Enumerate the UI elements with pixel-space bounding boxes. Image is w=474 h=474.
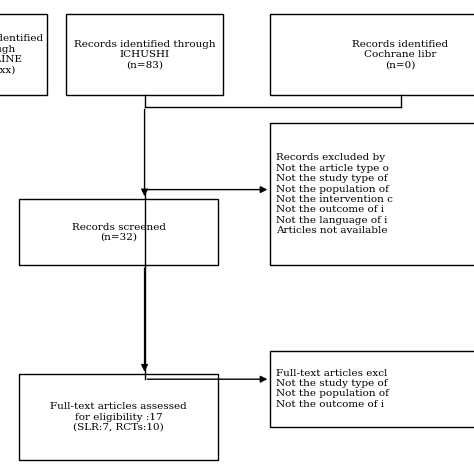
- FancyBboxPatch shape: [19, 374, 218, 460]
- Text: Full-text articles assessed
for eligibility :17
(SLR:7, RCTs:10): Full-text articles assessed for eligibil…: [50, 402, 187, 432]
- FancyBboxPatch shape: [270, 123, 474, 265]
- FancyBboxPatch shape: [66, 14, 223, 95]
- FancyBboxPatch shape: [0, 14, 47, 95]
- Text: Records identified
Cochrane libr
(n=0): Records identified Cochrane libr (n=0): [353, 40, 448, 69]
- Text: Records excluded by
Not the article type o
Not the study type of
Not the populat: Records excluded by Not the article type…: [276, 154, 393, 235]
- Text: Records identified through
ICHUSHI
(n=83): Records identified through ICHUSHI (n=83…: [74, 40, 215, 69]
- Text: Records screened
(n=32): Records screened (n=32): [72, 223, 165, 242]
- Text: Records identified
through
MEDLINE
(n=xxx): Records identified through MEDLINE (n=xx…: [0, 35, 43, 74]
- FancyBboxPatch shape: [19, 199, 218, 265]
- Text: Full-text articles excl
Not the study type of
Not the population of
Not the outc: Full-text articles excl Not the study ty…: [276, 369, 389, 409]
- FancyBboxPatch shape: [270, 14, 474, 95]
- FancyBboxPatch shape: [270, 351, 474, 427]
